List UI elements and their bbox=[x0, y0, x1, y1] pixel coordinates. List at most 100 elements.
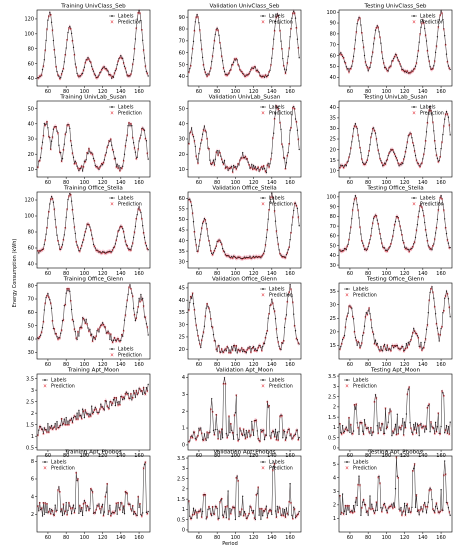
prediction-point: × bbox=[348, 416, 351, 420]
labels-point bbox=[405, 71, 408, 74]
prediction-point: × bbox=[231, 63, 234, 67]
prediction-point: × bbox=[433, 59, 436, 63]
prediction-point: × bbox=[446, 501, 449, 505]
labels-point bbox=[205, 131, 207, 133]
labels-point bbox=[252, 434, 255, 436]
labels-point bbox=[345, 318, 347, 320]
labels-point bbox=[227, 347, 229, 349]
labels-point bbox=[92, 70, 95, 72]
prediction-point: × bbox=[419, 32, 422, 36]
labels-point bbox=[259, 74, 261, 77]
x-tick-label: 160 bbox=[134, 180, 144, 186]
labels-point bbox=[66, 39, 68, 41]
labels-point bbox=[285, 314, 288, 316]
y-tick-label: 30 bbox=[179, 259, 185, 265]
labels-point bbox=[71, 152, 74, 154]
labels-point bbox=[371, 434, 373, 437]
labels-point bbox=[436, 218, 439, 221]
x-tick-label: 140 bbox=[267, 89, 277, 95]
labels-point bbox=[274, 428, 277, 431]
labels-point bbox=[82, 69, 85, 71]
labels-point bbox=[276, 336, 278, 339]
y-tick-label: 1.5 bbox=[26, 422, 34, 428]
labels-point bbox=[241, 71, 243, 73]
labels-point bbox=[436, 426, 439, 428]
prediction-point: × bbox=[404, 513, 407, 517]
labels-point bbox=[74, 160, 76, 162]
labels-point bbox=[362, 46, 365, 48]
prediction-point: × bbox=[71, 152, 74, 156]
labels-point bbox=[76, 72, 78, 75]
prediction-point: × bbox=[219, 41, 222, 45]
prediction-point: × bbox=[433, 237, 436, 241]
prediction-point: × bbox=[102, 514, 105, 518]
prediction-point: × bbox=[339, 53, 342, 57]
prediction-point: × bbox=[295, 26, 298, 30]
prediction-point: × bbox=[253, 65, 256, 69]
prediction-point: × bbox=[250, 68, 253, 72]
prediction-point: × bbox=[377, 432, 380, 436]
labels-point bbox=[413, 467, 415, 470]
y-tick-label: 120 bbox=[24, 198, 34, 204]
labels-point bbox=[425, 40, 428, 42]
labels-point bbox=[394, 220, 397, 223]
prediction-point: × bbox=[379, 482, 382, 486]
labels-point bbox=[251, 163, 253, 166]
prediction-point: × bbox=[46, 226, 49, 230]
labels-point bbox=[371, 227, 373, 230]
labels-point bbox=[258, 71, 260, 74]
labels-point bbox=[378, 31, 380, 33]
prediction-point: × bbox=[142, 48, 145, 52]
labels-point bbox=[367, 70, 369, 72]
prediction-point: × bbox=[93, 159, 96, 163]
prediction-point: × bbox=[441, 325, 444, 329]
prediction-point: × bbox=[75, 240, 78, 244]
labels-point bbox=[425, 328, 428, 331]
prediction-point: × bbox=[89, 229, 92, 233]
prediction-point: × bbox=[55, 332, 58, 336]
prediction-point: × bbox=[415, 229, 418, 233]
prediction-point: × bbox=[86, 504, 89, 508]
labels-point bbox=[125, 306, 127, 308]
prediction-point: × bbox=[42, 247, 45, 251]
labels-point bbox=[89, 507, 91, 510]
x-tick-label: 160 bbox=[134, 89, 144, 95]
y-tick-label: 4 bbox=[182, 375, 185, 381]
prediction-point: × bbox=[377, 149, 380, 153]
prediction-point: × bbox=[66, 208, 69, 212]
labels-point bbox=[403, 69, 405, 72]
prediction-point: × bbox=[237, 63, 240, 67]
legend-prediction-text: Prediction bbox=[420, 111, 444, 117]
labels-point bbox=[293, 313, 295, 315]
prediction-point: × bbox=[244, 75, 247, 79]
labels-point bbox=[383, 432, 386, 435]
prediction-point: × bbox=[226, 504, 229, 508]
legend-prediction-marker: × bbox=[412, 20, 416, 26]
labels-point bbox=[109, 140, 111, 142]
prediction-point: × bbox=[413, 241, 416, 245]
prediction-point: × bbox=[111, 341, 114, 345]
labels-point bbox=[72, 320, 75, 322]
labels-point bbox=[71, 39, 74, 42]
labels-point bbox=[119, 56, 121, 59]
prediction-point: × bbox=[246, 436, 249, 440]
labels-point bbox=[111, 75, 114, 78]
prediction-point: × bbox=[415, 61, 418, 65]
labels-point bbox=[98, 168, 100, 171]
legend-labels-text: Labels bbox=[353, 287, 369, 293]
prediction-point: × bbox=[250, 434, 253, 438]
labels-point bbox=[288, 47, 290, 49]
y-tick-label: 40 bbox=[179, 74, 185, 80]
prediction-point: × bbox=[102, 407, 105, 411]
prediction-point: × bbox=[40, 507, 43, 511]
prediction-point: × bbox=[250, 506, 253, 510]
labels-point bbox=[263, 342, 266, 345]
labels-point bbox=[276, 431, 278, 433]
labels-point bbox=[296, 207, 299, 210]
prediction-point: × bbox=[371, 507, 374, 511]
y-tick-label: 2 bbox=[182, 409, 185, 415]
labels-point bbox=[276, 237, 278, 239]
labels-point bbox=[238, 65, 240, 67]
labels-point bbox=[205, 223, 207, 225]
labels-point bbox=[372, 51, 374, 53]
